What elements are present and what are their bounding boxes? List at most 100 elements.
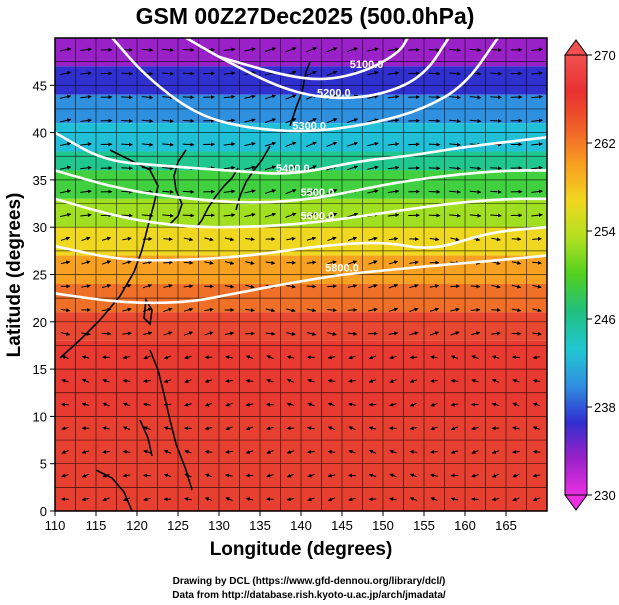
wind-arrow bbox=[143, 449, 151, 454]
wind-arrow bbox=[532, 355, 541, 360]
wind-arrow bbox=[367, 47, 379, 52]
wind-arrow bbox=[387, 94, 400, 99]
wind-arrow bbox=[305, 70, 317, 77]
wind-arrow bbox=[326, 141, 338, 147]
y-axis: 0 5 10 15 20 25 30 35 40 45 bbox=[33, 78, 55, 519]
wind-arrow bbox=[491, 308, 501, 313]
wind-arrow bbox=[285, 47, 297, 53]
x-tick-label: 160 bbox=[454, 518, 476, 533]
wind-arrow bbox=[532, 260, 542, 265]
wind-arrow bbox=[245, 237, 255, 242]
wind-arrow bbox=[532, 331, 542, 336]
height-contours bbox=[55, 38, 547, 305]
wind-arrow bbox=[387, 47, 400, 52]
contour-5400 bbox=[55, 131, 547, 175]
wind-arrow bbox=[102, 378, 110, 383]
wind-arrow bbox=[449, 95, 461, 100]
contour-label: 5100.0 bbox=[350, 59, 384, 71]
wind-arrow bbox=[204, 426, 213, 431]
wind-arrow bbox=[388, 260, 399, 265]
wind-arrow bbox=[265, 331, 276, 336]
wind-arrow bbox=[471, 450, 479, 454]
wind-arrow bbox=[531, 142, 543, 147]
wind-arrow bbox=[122, 473, 131, 478]
wind-arrow bbox=[245, 426, 254, 431]
wind-arrow bbox=[491, 284, 501, 289]
wind-arrow bbox=[80, 165, 92, 170]
wind-arrow bbox=[368, 449, 377, 454]
wind-arrow bbox=[59, 212, 72, 218]
wind-arrow bbox=[143, 426, 151, 431]
wind-arrow bbox=[141, 48, 154, 53]
wind-arrow bbox=[388, 331, 399, 336]
wind-arrow bbox=[102, 426, 110, 431]
wind-arrow bbox=[59, 141, 72, 147]
x-tick-label: 120 bbox=[126, 518, 148, 533]
wind-arrow bbox=[532, 378, 541, 383]
colorbar: 230 238 246 254 262 270 bbox=[564, 39, 616, 511]
wind-arrow bbox=[223, 47, 236, 52]
wind-arrow bbox=[409, 426, 418, 431]
wind-arrow bbox=[162, 142, 174, 147]
wind-arrow bbox=[449, 166, 461, 171]
wind-arrow bbox=[430, 355, 438, 360]
wind-arrow bbox=[163, 355, 172, 360]
contour-5100 bbox=[218, 38, 409, 81]
wind-arrow bbox=[491, 355, 500, 360]
wind-arrow bbox=[163, 331, 173, 336]
wind-arrow bbox=[428, 166, 441, 171]
wind-arrow bbox=[305, 118, 317, 124]
wind-arrow bbox=[305, 47, 317, 53]
wind-arrow bbox=[184, 473, 192, 478]
wind-arrow bbox=[142, 307, 153, 312]
wind-arrow bbox=[121, 95, 133, 100]
wind-arrow bbox=[450, 426, 459, 431]
wind-arrow bbox=[430, 402, 438, 407]
wind-arrow bbox=[286, 450, 295, 454]
x-axis: 110 115 120 125 130 135 140 145 150 155 160 165 bbox=[45, 511, 517, 533]
wind-arrow bbox=[162, 166, 174, 171]
wind-arrow bbox=[183, 284, 194, 289]
wind-arrow bbox=[184, 402, 192, 407]
wind-arrow bbox=[428, 189, 441, 194]
wind-arrow bbox=[511, 237, 522, 242]
wind-arrow bbox=[286, 308, 296, 313]
wind-arrow bbox=[470, 307, 481, 312]
wind-arrow bbox=[346, 118, 359, 123]
wind-arrow bbox=[264, 118, 277, 123]
wind-arrow bbox=[59, 118, 72, 123]
wind-arrow bbox=[204, 260, 214, 265]
wind-arrow bbox=[59, 47, 72, 52]
wind-arrow bbox=[121, 166, 133, 171]
contour-5700 bbox=[55, 225, 547, 262]
wind-arrow bbox=[327, 449, 336, 454]
credit-drawing: Drawing by DCL (https://www.gfd-dennou.o… bbox=[173, 576, 446, 587]
wind-arrow bbox=[223, 71, 236, 76]
wind-arrow bbox=[184, 355, 192, 360]
wind-arrow bbox=[141, 118, 154, 123]
wind-arrow bbox=[346, 141, 359, 147]
wind-arrow bbox=[163, 260, 173, 265]
x-axis-label: Longitude (degrees) bbox=[210, 539, 393, 560]
wind-arrow bbox=[409, 497, 418, 501]
x-tick-label: 130 bbox=[208, 518, 230, 533]
colorbar-tick-label: 270 bbox=[594, 48, 616, 63]
wind-arrow bbox=[245, 308, 255, 313]
wind-arrow bbox=[102, 473, 110, 478]
wind-arrow bbox=[61, 473, 69, 478]
wind-arrow bbox=[367, 189, 379, 194]
wind-arrow bbox=[326, 118, 338, 124]
wind-arrow bbox=[471, 473, 479, 478]
wind-arrow bbox=[368, 379, 377, 383]
wind-arrow bbox=[389, 449, 397, 454]
wind-arrow bbox=[387, 71, 400, 76]
wind-arrow bbox=[512, 402, 520, 407]
wind-arrow bbox=[183, 237, 194, 242]
wind-arrow bbox=[307, 402, 315, 407]
wind-arrow bbox=[204, 449, 213, 454]
wind-arrow bbox=[348, 355, 356, 360]
wind-arrow bbox=[348, 449, 356, 454]
wind-arrow bbox=[225, 473, 233, 478]
wind-arrow bbox=[428, 213, 441, 218]
